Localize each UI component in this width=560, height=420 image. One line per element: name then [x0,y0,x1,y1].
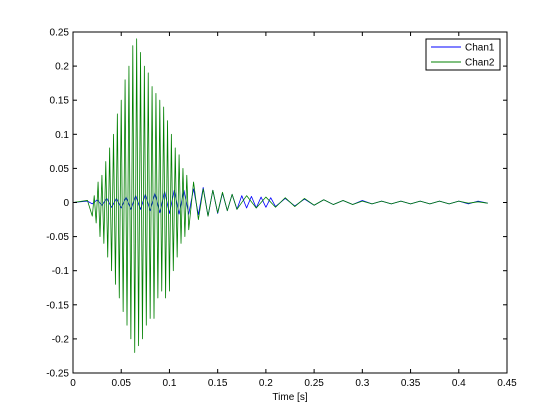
y-tick-label: 0.1 [55,130,69,141]
x-tick-label: 0.15 [208,378,228,389]
series-line-chan2 [72,38,488,353]
x-axis: 0 0.05 0.1 0.15 0.2 0.25 0.3 0.35 0.4 0.45 [70,32,517,389]
y-tick-label: -0.1 [52,266,70,277]
y-axis: -0.25 -0.2 -0.15 -0.1 -0.05 0 0.05 0.1 0.15 0.2 0.… [46,28,507,380]
series-layer [72,38,488,353]
y-tick-label: -0.05 [46,232,69,243]
x-tick-label: 0.35 [401,378,421,389]
y-tick-label: -0.25 [46,369,69,380]
x-tick-label: 0.05 [111,378,131,389]
x-axis-label: Time [s] [272,392,307,403]
x-tick-label: 0.4 [452,378,466,389]
y-tick-label: -0.2 [52,334,70,345]
x-tick-label: 0.45 [497,378,517,389]
y-tick-label: 0.05 [50,164,70,175]
y-tick-label: 0.25 [50,28,70,39]
legend-label: Chan1 [465,43,495,54]
x-tick-label: 0 [70,378,76,389]
y-tick-label: -0.15 [46,300,69,311]
legend: Chan1 Chan2 [425,38,501,71]
legend-label: Chan2 [465,58,495,69]
legend-box [425,38,501,71]
y-tick-label: 0 [63,198,69,209]
x-tick-label: 0.2 [259,378,273,389]
x-tick-label: 0.25 [304,378,324,389]
x-tick-label: 0.1 [162,378,176,389]
x-tick-label: 0.3 [355,378,369,389]
y-tick-label: 0.15 [50,96,70,107]
y-tick-label: 0.2 [55,62,69,73]
